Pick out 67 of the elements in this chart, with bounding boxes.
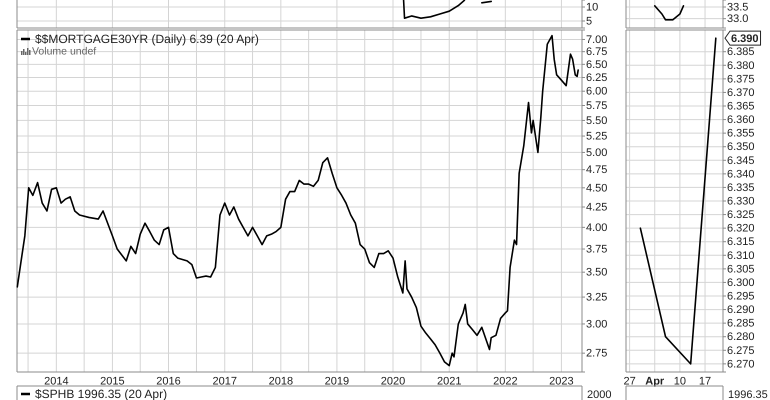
y-tick-label: 6.360 xyxy=(727,114,755,126)
y-tick-label: 6.310 xyxy=(727,250,755,262)
x-tick-label: 2016 xyxy=(156,375,181,388)
y-tick-label: 5.25 xyxy=(586,130,608,143)
x-tick-label: 10 xyxy=(674,375,686,388)
y-tick-label: 4.00 xyxy=(586,222,608,234)
y-tick-label: 5.50 xyxy=(586,114,608,127)
y-tick-label: 6.350 xyxy=(727,141,755,154)
y-tick-label: 4.50 xyxy=(586,182,608,194)
y-tick-label: 6.50 xyxy=(586,58,608,71)
text: 2000 xyxy=(587,388,612,400)
y-tick-label: 6.325 xyxy=(727,209,755,222)
y-tick-label: 6.275 xyxy=(727,344,755,357)
y-tick-label: 5 xyxy=(586,16,592,28)
y-tick-label: 6.330 xyxy=(727,196,755,208)
y-tick-label: 4.25 xyxy=(586,202,608,214)
y-tick-label: 6.320 xyxy=(727,222,755,235)
x-tick-label: 2018 xyxy=(268,375,294,388)
x-tick-label: 2023 xyxy=(549,375,574,388)
y-tick-label: 6.295 xyxy=(727,290,755,303)
y-tick-label: 3.00 xyxy=(586,318,608,330)
y-tick-label: 3.75 xyxy=(586,244,608,256)
y-tick-label: 6.365 xyxy=(727,100,755,113)
y-tick-label: 6.300 xyxy=(727,276,755,289)
x-tick-label: 2022 xyxy=(493,375,518,388)
x-tick-label: 2020 xyxy=(380,375,406,388)
x-tick-label: 27 xyxy=(623,375,636,388)
x-tick-label: 2015 xyxy=(100,375,125,388)
y-tick-label: 10 xyxy=(586,2,598,14)
y-tick-label: 33.0 xyxy=(727,13,748,26)
y-tick-label: 5.75 xyxy=(586,100,608,112)
y-tick-label: 6.305 xyxy=(727,263,755,276)
y-tick-label: 33.5 xyxy=(727,2,748,14)
y-tick-label: 6.375 xyxy=(727,73,755,86)
annotation: Volume undef xyxy=(32,46,96,58)
x-tick-label: 2019 xyxy=(324,375,350,388)
y-tick-label: 4.75 xyxy=(586,164,608,176)
y-tick-label: 6.340 xyxy=(727,168,755,180)
y-tick-label: 6.00 xyxy=(586,86,608,98)
y-tick-label: 6.370 xyxy=(727,86,755,99)
x-tick-label: 17 xyxy=(698,375,712,388)
y-tick-label: 2.75 xyxy=(586,348,608,360)
text: 1996.35 xyxy=(728,388,768,400)
line-series xyxy=(16,34,579,366)
y-tick-label: 6.345 xyxy=(727,154,755,167)
y-tick-label: 6.75 xyxy=(586,46,608,58)
x-tick-label: Apr xyxy=(645,375,665,388)
y-tick-label: 5.00 xyxy=(586,146,608,159)
line-series xyxy=(640,37,717,365)
y-tick-label: 6.385 xyxy=(727,46,755,58)
y-tick-label: 6.355 xyxy=(727,128,755,140)
y-tick-label: 3.25 xyxy=(586,292,608,304)
x-tick-label: 2014 xyxy=(44,375,69,388)
y-tick-label: 3.50 xyxy=(586,266,608,279)
y-tick-label: 6.290 xyxy=(727,304,755,316)
y-tick-label: 6.285 xyxy=(727,318,755,330)
y-tick-label: 6.315 xyxy=(727,236,755,248)
y-tick-label: 6.25 xyxy=(586,72,608,84)
y-tick-label: 7.00 xyxy=(586,34,608,46)
x-tick-label: 2017 xyxy=(212,375,237,388)
y-tick-label: 6.380 xyxy=(727,60,755,72)
y-tick-label: 6.335 xyxy=(727,182,755,194)
data-label: 6.390 xyxy=(731,32,759,45)
y-tick-label: 6.270 xyxy=(727,358,755,370)
legend-label: $$MORTGAGE30YR (Daily) 6.39 (20 Apr) xyxy=(35,32,259,46)
x-tick-label: 2021 xyxy=(436,375,462,388)
y-tick-label: 6.280 xyxy=(727,331,755,344)
